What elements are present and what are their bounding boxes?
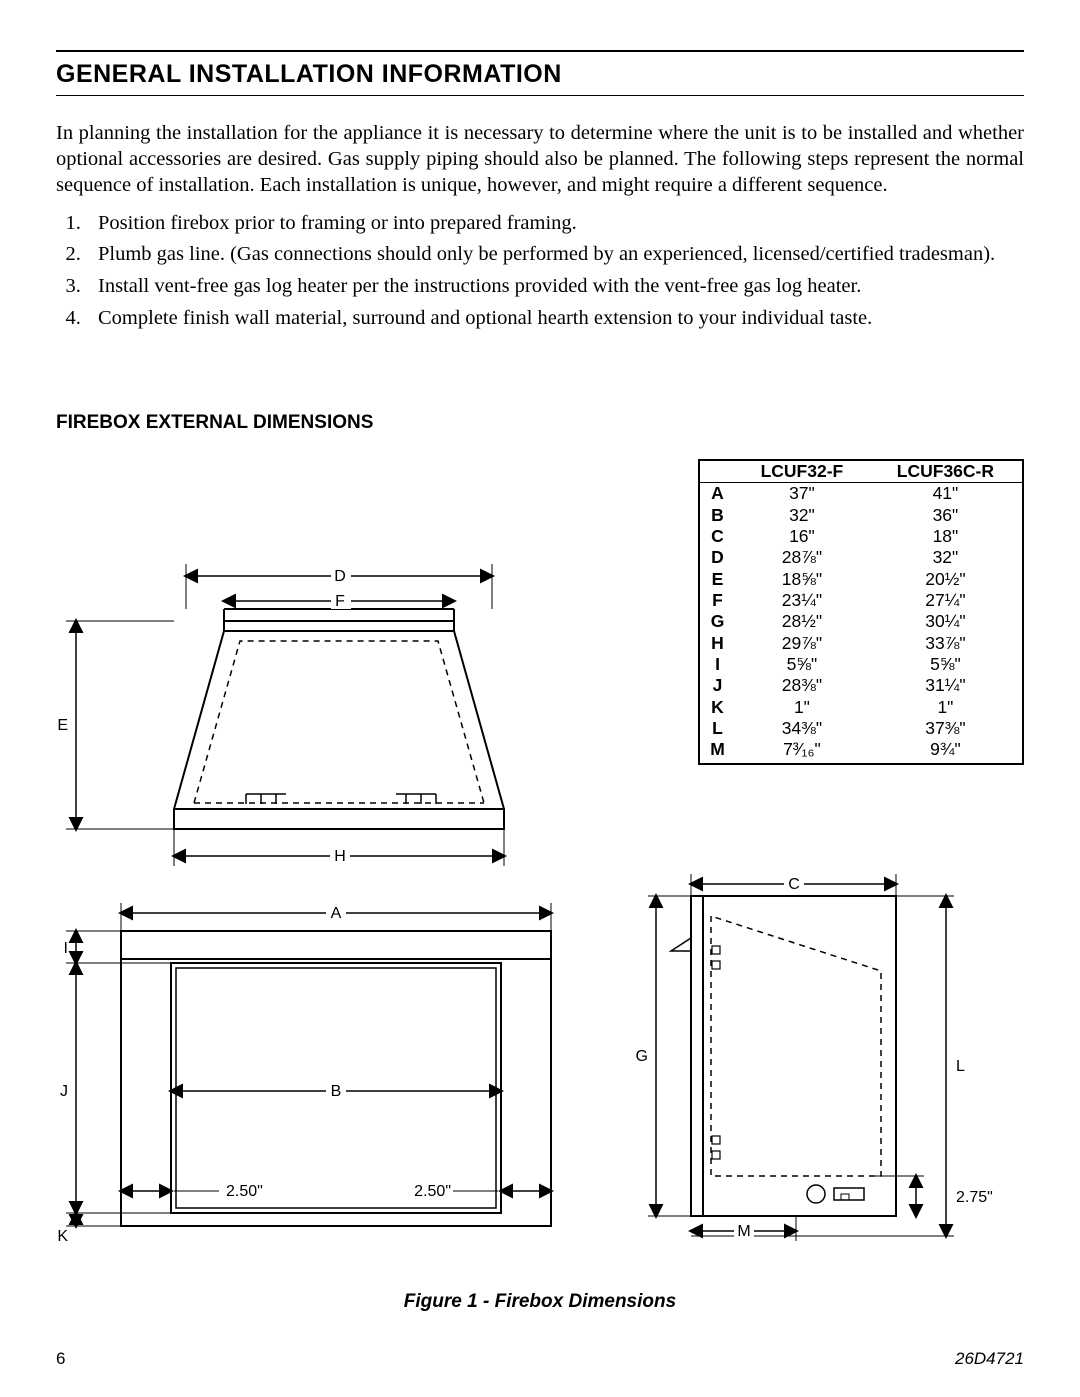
rule-under-title xyxy=(56,95,1024,96)
row-val-1: 37" xyxy=(735,483,869,505)
row-val-2: 41" xyxy=(869,483,1023,505)
label-250-right: 2.50" xyxy=(414,1183,451,1200)
step-3: Install vent-free gas log heater per the… xyxy=(86,272,1024,302)
table-row: C16"18" xyxy=(699,526,1023,547)
section-title: General Installation Information xyxy=(56,60,1024,89)
top-view: D F H E xyxy=(57,564,504,866)
table-corner xyxy=(699,460,735,483)
label-J: J xyxy=(60,1083,68,1100)
label-I: I xyxy=(64,940,68,957)
row-val-2: 36" xyxy=(869,505,1023,526)
figure-1: D F H E xyxy=(56,546,1024,1313)
row-key: B xyxy=(699,505,735,526)
col-header-2: LCUF36C-R xyxy=(869,460,1023,483)
row-key: A xyxy=(699,483,735,505)
label-F: F xyxy=(335,593,345,610)
row-val-1: 16" xyxy=(735,526,869,547)
document-number: 26D4721 xyxy=(955,1349,1024,1369)
step-2: Plumb gas line. (Gas connections should … xyxy=(86,240,1024,270)
label-H: H xyxy=(334,848,346,865)
col-header-1: LCUF32-F xyxy=(735,460,869,483)
firebox-diagram: D F H E xyxy=(56,546,1024,1246)
page-number: 6 xyxy=(56,1349,65,1369)
label-250-left: 2.50" xyxy=(226,1183,263,1200)
figure-caption: Figure 1 - Firebox Dimensions xyxy=(56,1291,1024,1313)
front-view: A B 2.50" 2.50" I J K xyxy=(57,903,551,1245)
label-M: M xyxy=(737,1223,750,1240)
intro-paragraph: In planning the installation for the app… xyxy=(56,120,1024,199)
label-D: D xyxy=(334,568,346,585)
label-K: K xyxy=(57,1228,68,1245)
label-C: C xyxy=(788,876,800,893)
step-1: Position firebox prior to framing or int… xyxy=(86,209,1024,239)
install-steps: Position firebox prior to framing or int… xyxy=(86,209,1024,334)
label-275: 2.75" xyxy=(956,1189,993,1206)
table-row: A37"41" xyxy=(699,483,1023,505)
label-G: G xyxy=(636,1048,648,1065)
label-B: B xyxy=(331,1083,342,1100)
row-val-1: 32" xyxy=(735,505,869,526)
side-view: C G L 2.75" M xyxy=(636,874,993,1241)
label-A: A xyxy=(331,905,342,922)
label-L: L xyxy=(956,1058,965,1075)
step-4: Complete finish wall material, surround … xyxy=(86,304,1024,334)
label-E: E xyxy=(57,717,68,734)
subsection-title: Firebox External Dimensions xyxy=(56,412,1024,434)
row-val-2: 18" xyxy=(869,526,1023,547)
table-row: B32"36" xyxy=(699,505,1023,526)
row-key: C xyxy=(699,526,735,547)
rule-top xyxy=(56,50,1024,52)
